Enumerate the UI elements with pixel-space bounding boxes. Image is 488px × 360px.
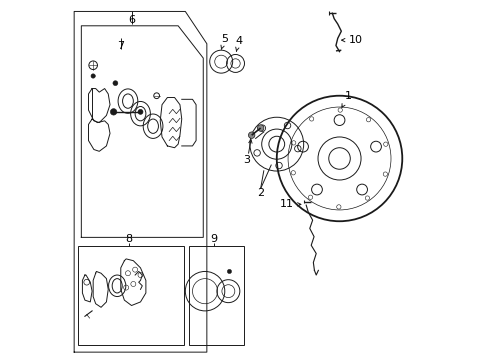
Bar xyxy=(78,246,183,345)
Circle shape xyxy=(91,74,95,78)
Text: 9: 9 xyxy=(210,234,217,244)
Circle shape xyxy=(138,109,142,114)
Text: 10: 10 xyxy=(341,35,362,45)
Circle shape xyxy=(257,125,264,131)
Text: 2: 2 xyxy=(257,188,264,198)
Bar xyxy=(188,246,244,345)
Text: 6: 6 xyxy=(128,15,135,26)
Text: 1: 1 xyxy=(341,91,351,107)
Text: 3: 3 xyxy=(243,155,249,165)
Text: 7: 7 xyxy=(117,41,124,50)
Text: 8: 8 xyxy=(125,234,132,244)
Circle shape xyxy=(110,109,117,115)
Text: 5: 5 xyxy=(221,34,228,49)
Circle shape xyxy=(227,269,231,274)
Text: 11: 11 xyxy=(280,199,300,210)
Circle shape xyxy=(113,81,118,86)
Circle shape xyxy=(248,132,254,138)
Text: 4: 4 xyxy=(235,36,242,51)
